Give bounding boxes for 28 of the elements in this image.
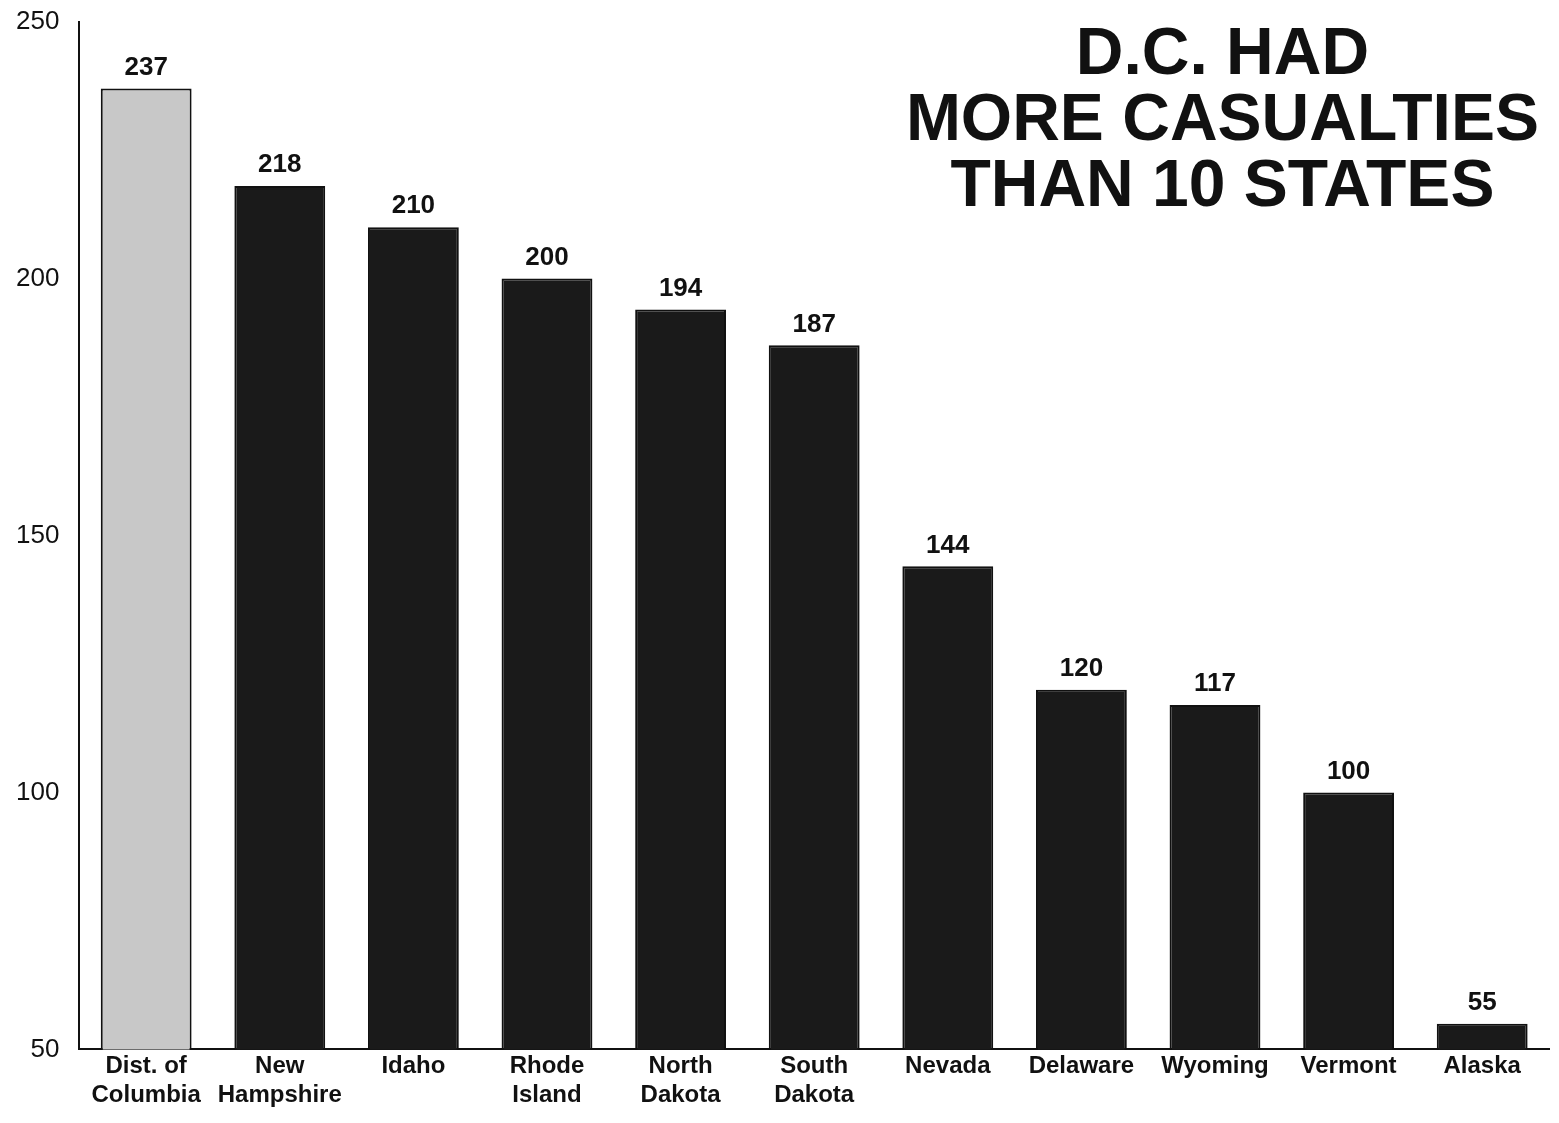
x-tick-label: Delaware bbox=[1028, 1051, 1135, 1079]
x-tick-label: Nevada bbox=[905, 1051, 992, 1079]
y-tick-label: 50 bbox=[30, 1032, 60, 1063]
x-tick-label: Rhode Island bbox=[509, 1051, 585, 1108]
x-tick-label: South Dakota bbox=[774, 1051, 855, 1108]
x-tick-label: Vermont bbox=[1300, 1051, 1397, 1079]
x-tick-label: New Hampshire bbox=[217, 1051, 342, 1108]
x-tick-label: Dist. of Columbia bbox=[91, 1051, 202, 1108]
data-label: 120 bbox=[1059, 651, 1104, 682]
data-label: 194 bbox=[658, 271, 703, 302]
y-tick-label: 250 bbox=[15, 4, 60, 35]
text: D.C. HAD MORE CASUALTIES THAN 10 STATES bbox=[905, 14, 1539, 220]
data-label: 144 bbox=[926, 528, 971, 559]
data-label: 187 bbox=[792, 307, 836, 338]
y-tick-label: 100 bbox=[15, 775, 60, 806]
data-label: 237 bbox=[124, 50, 168, 81]
y-tick-label: 200 bbox=[15, 261, 60, 292]
x-tick-label: Wyoming bbox=[1161, 1051, 1269, 1079]
data-label: 210 bbox=[391, 189, 436, 220]
data-label: 200 bbox=[525, 240, 569, 271]
data-label: 55 bbox=[1467, 985, 1497, 1016]
x-tick-label: Idaho bbox=[381, 1051, 446, 1079]
y-tick-label: 150 bbox=[15, 518, 60, 549]
data-label: 117 bbox=[1194, 667, 1236, 698]
x-tick-label: North Dakota bbox=[640, 1051, 722, 1108]
data-label: 218 bbox=[258, 148, 302, 179]
x-tick-label: Alaska bbox=[1443, 1051, 1522, 1079]
data-label: 100 bbox=[1326, 754, 1371, 785]
